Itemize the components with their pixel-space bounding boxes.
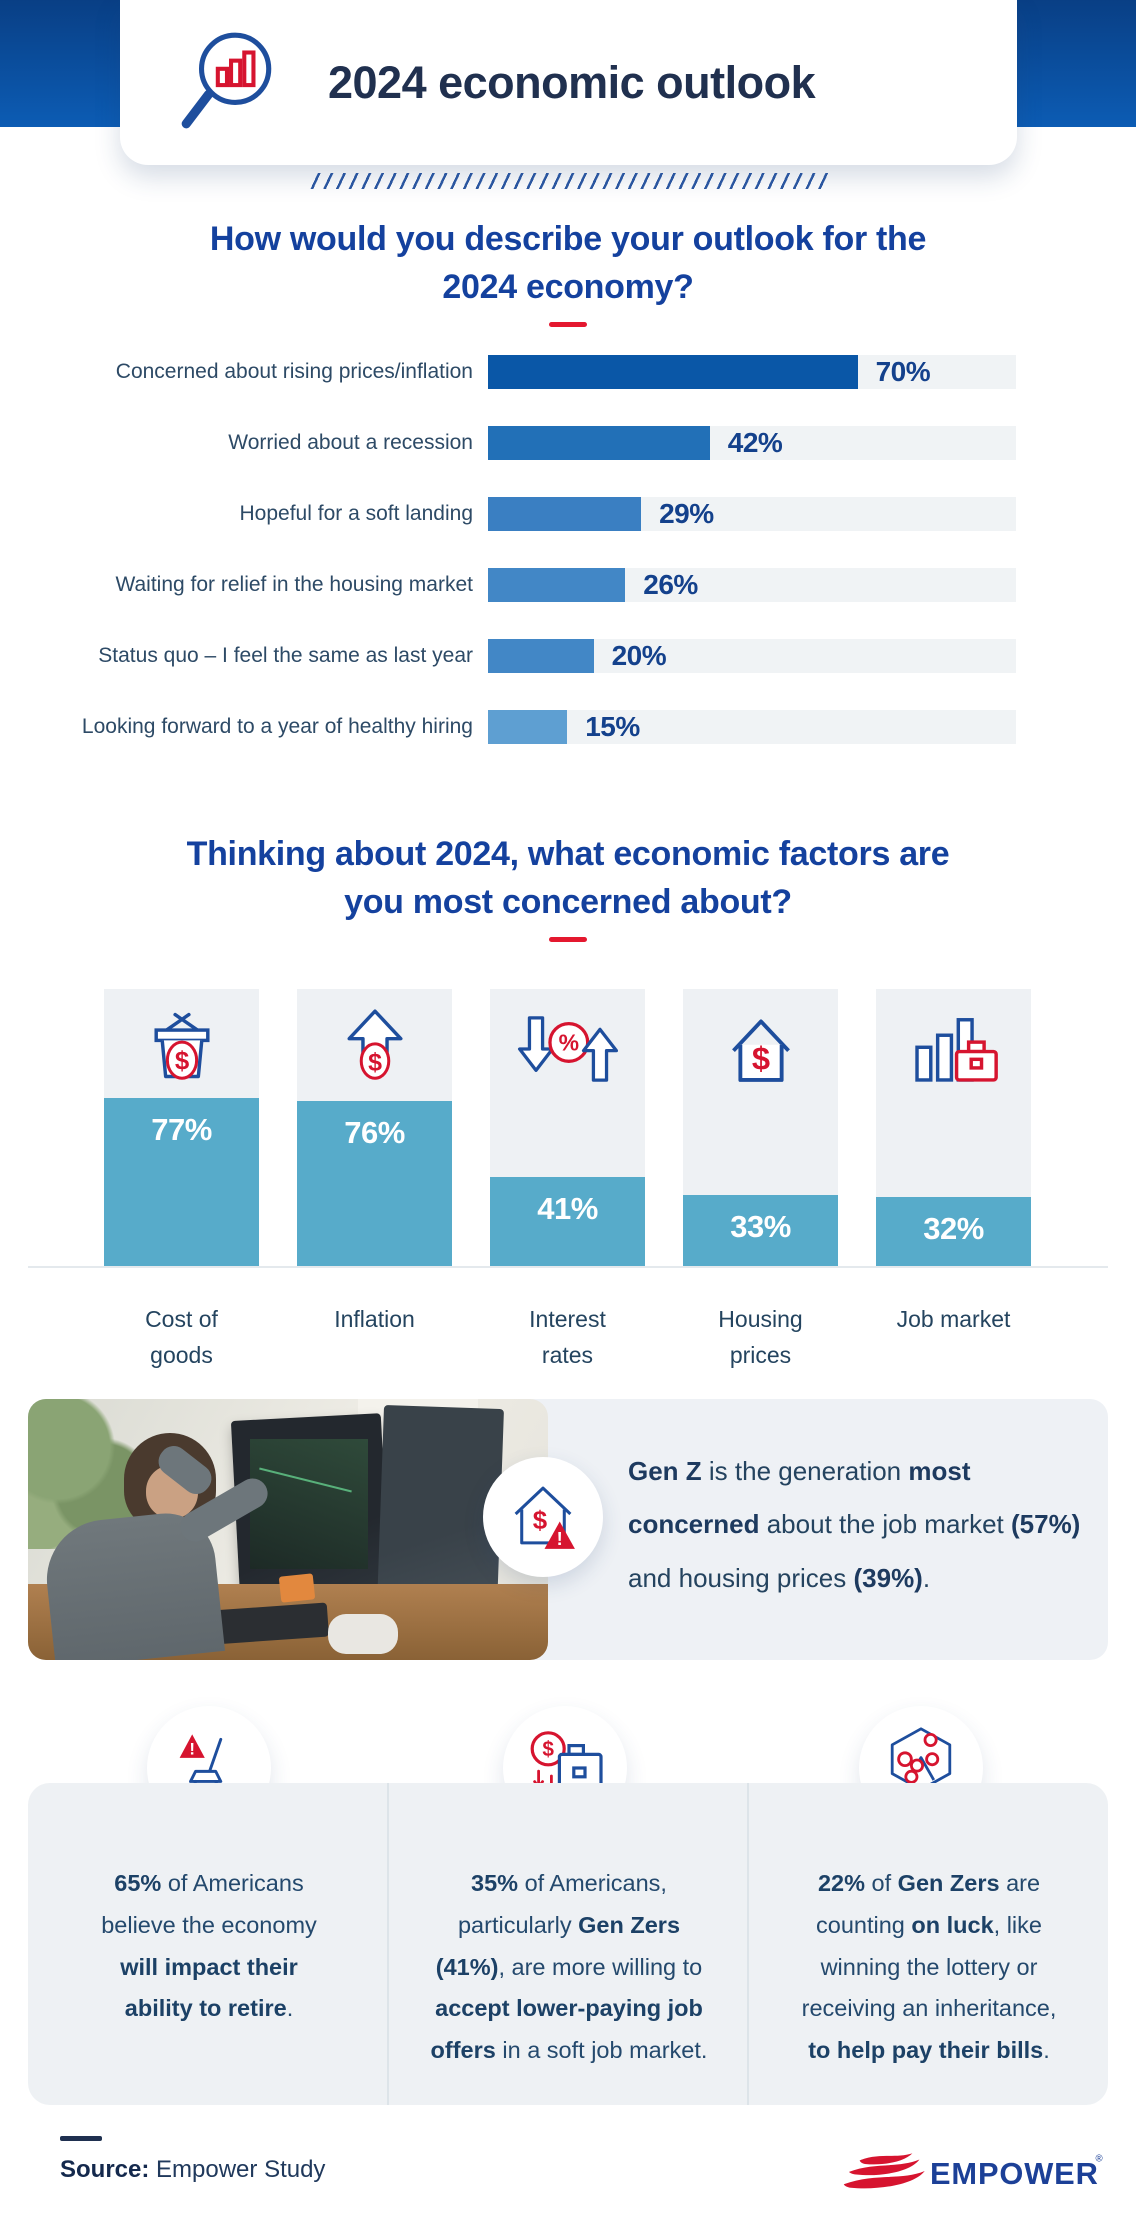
- panel-divider: [747, 1783, 749, 2105]
- svg-text:®: ®: [1095, 2153, 1102, 2164]
- column-label: Interest rates: [529, 1306, 606, 1368]
- svg-text:!: !: [189, 1740, 195, 1759]
- column-value: 32%: [923, 1211, 984, 1246]
- column-value: 33%: [730, 1209, 791, 1244]
- bar-track: 26%: [488, 568, 1016, 602]
- section2-heading: Thinking about 2024, what economic facto…: [186, 835, 950, 921]
- bar-track: 70%: [488, 355, 1016, 389]
- column: $ 76%: [297, 989, 452, 1267]
- bar-track: 42%: [488, 426, 1016, 460]
- bar-track: 29%: [488, 497, 1016, 531]
- bar-label: Waiting for relief in the housing market: [115, 573, 473, 596]
- source-line: Source: Empower Study: [60, 2156, 325, 2184]
- house-dollar-icon: $: [683, 1003, 838, 1095]
- bar: [488, 497, 642, 531]
- stat-retire-text: 65% of Americans believe the economy wil…: [101, 1870, 317, 2022]
- bar-row: Concerned about rising prices/inflation …: [0, 355, 1136, 389]
- bar-label: Worried about a recession: [228, 431, 473, 454]
- header-card: 2024 economic outlook: [120, 0, 1017, 165]
- section1-heading-dash: [549, 322, 587, 327]
- column-label: Job market: [896, 1306, 1011, 1332]
- column-chart-baseline: [28, 1266, 1108, 1268]
- arrow-up-dollar-icon: $: [297, 1003, 452, 1095]
- column-fill: 32%: [876, 1197, 1031, 1267]
- svg-text:$: $: [751, 1040, 769, 1077]
- basket-dollar-icon: $: [104, 1003, 259, 1095]
- bar: [488, 355, 858, 389]
- svg-text:$: $: [542, 1738, 554, 1761]
- bar-row: Hopeful for a soft landing 29%: [0, 497, 1136, 531]
- bar-label: Concerned about rising prices/inflation: [115, 360, 473, 383]
- column-value: 76%: [344, 1115, 405, 1150]
- bar-track: 20%: [488, 639, 1016, 673]
- page-title: 2024 economic outlook: [328, 56, 816, 108]
- svg-text:%: %: [558, 1030, 578, 1056]
- column-fill: 33%: [683, 1195, 838, 1267]
- svg-text:!: !: [557, 1528, 563, 1549]
- bar-label: Looking forward to a year of healthy hir…: [81, 715, 473, 738]
- stat-job-offers-text: 35% of Americans, particularly Gen Zers …: [430, 1870, 708, 2064]
- footer-dash: [60, 2136, 102, 2141]
- photo-stressed-person-at-desk: [28, 1399, 548, 1660]
- column-value: 77%: [151, 1112, 212, 1147]
- column-label: Housing prices: [718, 1306, 803, 1368]
- bar-row: Waiting for relief in the housing market…: [0, 568, 1136, 602]
- column: $ 77%: [104, 989, 259, 1267]
- source-label: Source:: [60, 2156, 150, 2183]
- bar-label: Status quo – I feel the same as last yea…: [98, 644, 473, 667]
- panel-divider: [387, 1783, 389, 2105]
- column-fill: 77%: [104, 1098, 259, 1267]
- bar-value: 15%: [585, 711, 640, 742]
- bar-value: 20%: [611, 640, 667, 671]
- hatch-decoration: [308, 173, 828, 189]
- bar-value: 70%: [875, 356, 931, 387]
- bar-label: Hopeful for a soft landing: [239, 502, 473, 525]
- bar-row: Looking forward to a year of healthy hir…: [0, 710, 1136, 744]
- bar-value: 26%: [643, 569, 698, 600]
- bar-value: 42%: [727, 427, 783, 458]
- svg-text:$: $: [174, 1048, 188, 1076]
- column-fill: 76%: [297, 1101, 452, 1267]
- genz-callout-card: $ ! Gen Z is the generation most concern…: [28, 1399, 1108, 1660]
- stats-panel: 65% of Americans believe the economy wil…: [28, 1783, 1108, 2105]
- column-label: Inflation: [334, 1306, 415, 1332]
- column-fill: 41%: [490, 1177, 645, 1267]
- house-dollar-alert-icon: $ !: [483, 1457, 603, 1577]
- svg-text:$: $: [368, 1049, 382, 1077]
- outlook-bar-chart: Concerned about rising prices/inflation …: [0, 355, 1136, 744]
- column-label: Cost of goods: [145, 1306, 218, 1368]
- magnifier-bar-chart-icon: [172, 24, 284, 141]
- bar-track: 15%: [488, 710, 1016, 744]
- bar-row: Status quo – I feel the same as last yea…: [0, 639, 1136, 673]
- empower-logo: EMPOWER ®: [842, 2146, 1106, 2201]
- section2-heading-dash: [549, 937, 587, 942]
- empower-wordmark: EMPOWER: [930, 2156, 1099, 2191]
- bar: [488, 710, 568, 744]
- genz-callout-text: Gen Z is the generation most concerned a…: [628, 1456, 1081, 1593]
- stat-luck-text: 22% of Gen Zers are counting on luck, li…: [801, 1870, 1057, 2064]
- source-value: Empower Study: [149, 2156, 326, 2183]
- bar: [488, 568, 626, 602]
- bar-value: 29%: [659, 498, 714, 529]
- column: $ 33%: [683, 989, 838, 1267]
- column: 32%: [876, 989, 1031, 1267]
- percent-arrows-icon: %: [490, 1003, 645, 1095]
- factors-column-chart: $ 77% $ 76% %: [104, 989, 1031, 1267]
- chart-briefcase-icon: [876, 1003, 1031, 1095]
- bar: [488, 426, 710, 460]
- column-labels: Cost of goods Inflation Interest rates H…: [104, 1302, 1031, 1373]
- column: % 41%: [490, 989, 645, 1267]
- section1-heading: How would you describe your outlook for …: [209, 220, 927, 306]
- bar-row: Worried about a recession 42%: [0, 426, 1136, 460]
- column-value: 41%: [537, 1191, 598, 1226]
- bar: [488, 639, 594, 673]
- svg-text:$: $: [533, 1507, 547, 1535]
